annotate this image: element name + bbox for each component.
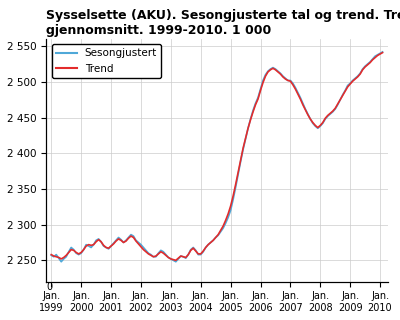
Trend — [121, 241, 126, 244]
Sesongjustert — [49, 253, 54, 257]
Text: 0: 0 — [46, 282, 52, 292]
Legend: Sesongjustert, Trend: Sesongjustert, Trend — [52, 44, 161, 78]
Trend — [363, 65, 368, 69]
Trend — [380, 51, 385, 54]
Trend — [360, 68, 365, 72]
Trend — [131, 236, 136, 239]
Trend — [178, 254, 183, 258]
Sesongjustert — [178, 254, 183, 258]
Text: Sysselsette (AKU). Sesongjusterte tal og trend. Tremånaders glidande
gjennomsnit: Sysselsette (AKU). Sesongjusterte tal og… — [46, 7, 400, 36]
Sesongjustert — [134, 238, 138, 242]
Trend — [49, 253, 54, 257]
Sesongjustert — [360, 67, 365, 71]
Sesongjustert — [59, 260, 64, 264]
Sesongjustert — [363, 64, 368, 68]
Line: Sesongjustert: Sesongjustert — [51, 52, 382, 262]
Trend — [174, 259, 178, 262]
Trend — [66, 251, 71, 254]
Sesongjustert — [380, 50, 385, 54]
Sesongjustert — [124, 238, 128, 242]
Line: Trend: Trend — [51, 52, 382, 260]
Sesongjustert — [69, 245, 74, 249]
